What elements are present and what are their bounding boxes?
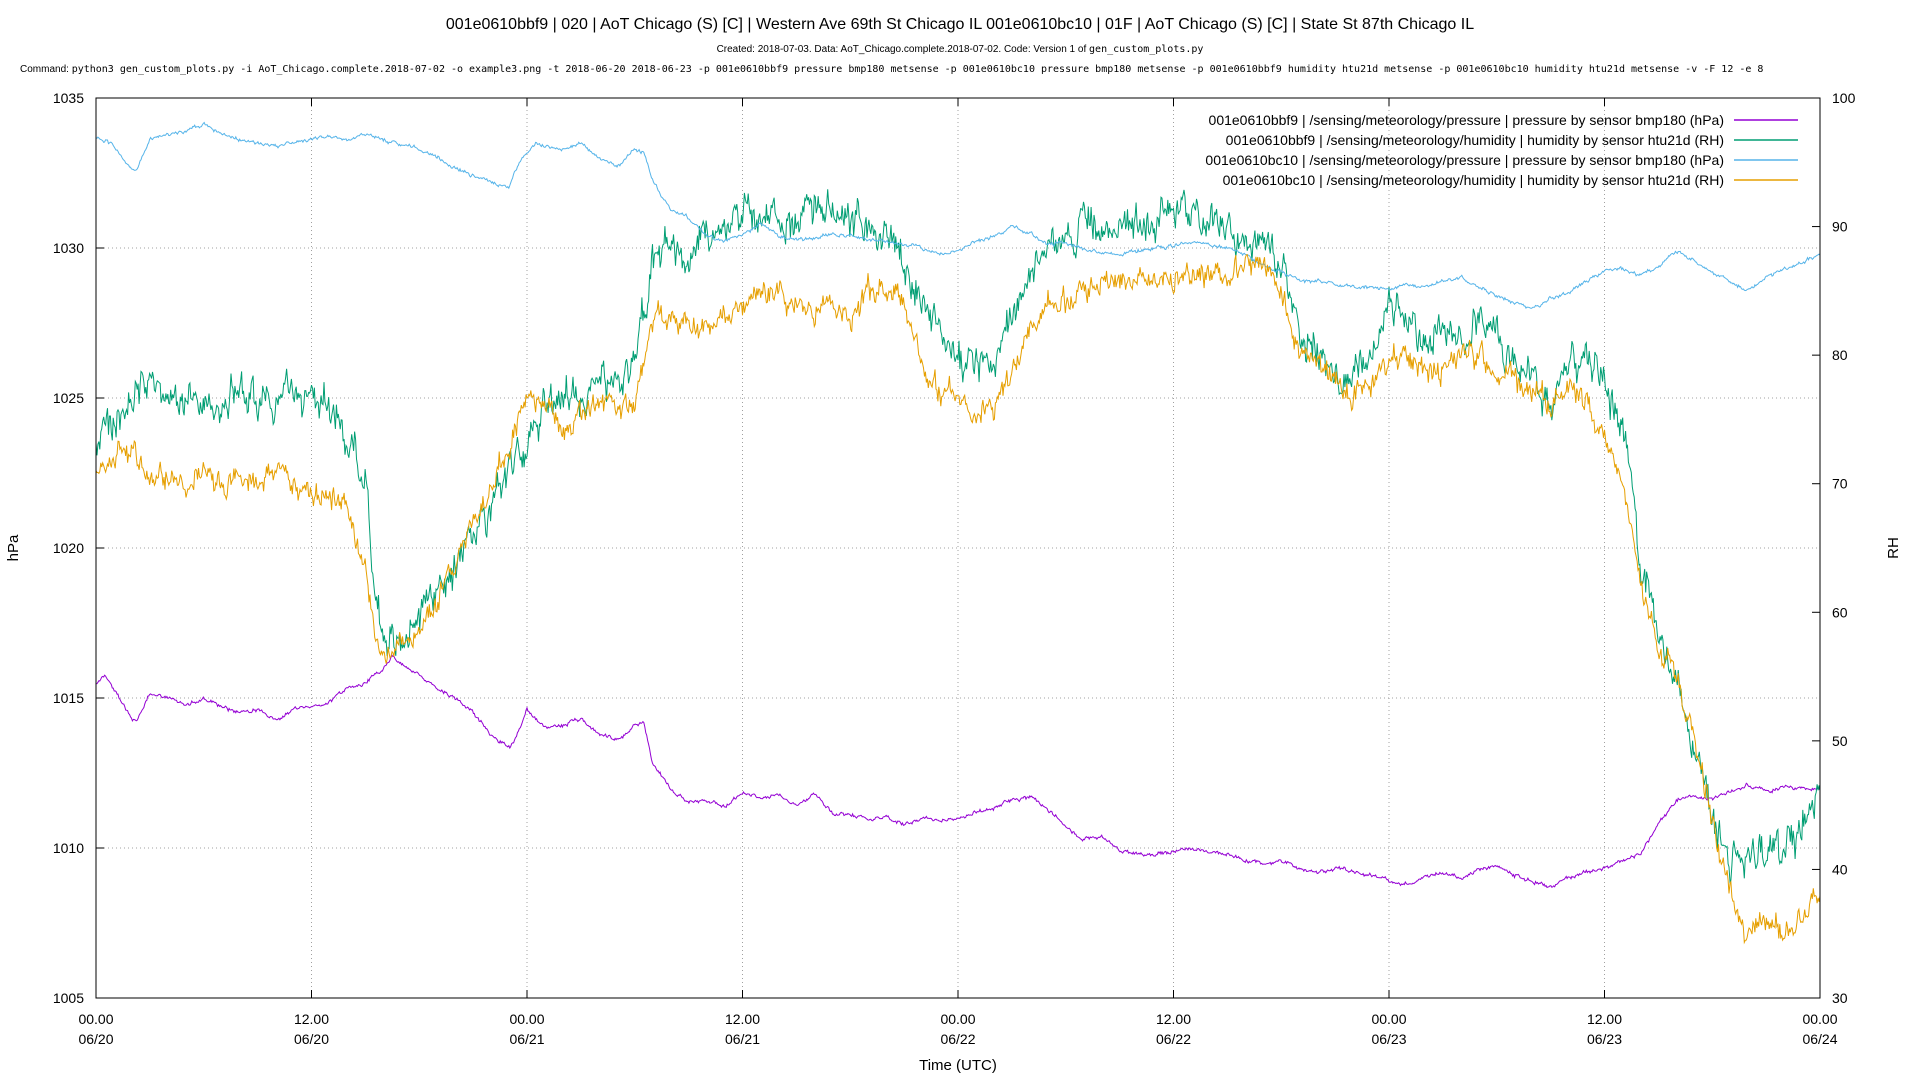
chart-title: 001e0610bbf9 | 020 | AoT Chicago (S) [C]…: [445, 16, 1475, 33]
legend: 001e0610bbf9 | /sensing/meteorology/pres…: [1205, 112, 1798, 188]
y-tick-label: 1015: [53, 690, 84, 706]
y2-tick-label: 90: [1832, 219, 1848, 235]
y2-tick-label: 70: [1832, 476, 1848, 492]
chart-subtitle: Created: 2018-07-03. Data: AoT_Chicago.c…: [0, 44, 1920, 55]
y2-tick-label: 60: [1832, 604, 1848, 620]
legend-label: 001e0610bc10 | /sensing/meteorology/pres…: [1205, 152, 1724, 168]
y-tick-label: 1025: [53, 390, 84, 406]
series-line-1: [95, 654, 1821, 889]
x-tick-label-date: 06/21: [725, 1031, 760, 1047]
x-tick-label-date: 06/20: [78, 1031, 113, 1047]
series-line-3: [95, 121, 1821, 309]
legend-label: 001e0610bbf9 | /sensing/meteorology/pres…: [1209, 112, 1724, 128]
x-tick-label-time: 00.00: [940, 1011, 975, 1027]
y2-tick-label: 50: [1832, 733, 1848, 749]
series-line-4: [95, 254, 1821, 945]
x-tick-label-date: 06/22: [1156, 1031, 1191, 1047]
x-tick-label-date: 06/20: [294, 1031, 329, 1047]
legend-label: 001e0610bc10 | /sensing/meteorology/humi…: [1223, 172, 1724, 188]
y-tick-label: 1005: [53, 990, 84, 1006]
y-tick-label: 1035: [53, 90, 84, 106]
y2-tick-label: 80: [1832, 347, 1848, 363]
series-line-2: [95, 189, 1821, 884]
series-layer: [95, 121, 1821, 945]
y2-tick-label: 30: [1832, 990, 1848, 1006]
x-tick-label-time: 12.00: [1587, 1011, 1622, 1027]
x-tick-label-time: 00.00: [1802, 1011, 1837, 1027]
command-line: Command: python3 gen_custom_plots.py -i …: [20, 64, 1763, 75]
y-tick-label: 1030: [53, 240, 84, 256]
x-tick-label-time: 00.00: [78, 1011, 113, 1027]
x-axis-label: Time (UTC): [919, 1057, 997, 1074]
command-text: python3 gen_custom_plots.py -i AoT_Chica…: [71, 64, 1764, 75]
x-tick-label-date: 06/23: [1587, 1031, 1622, 1047]
x-tick-label-time: 00.00: [1371, 1011, 1406, 1027]
x-tick-label-time: 12.00: [294, 1011, 329, 1027]
x-tick-label-date: 06/23: [1371, 1031, 1406, 1047]
x-tick-label-date: 06/21: [509, 1031, 544, 1047]
x-tick-label-time: 00.00: [509, 1011, 544, 1027]
y2-axis-label: RH: [1885, 537, 1902, 559]
x-tick-label-date: 06/24: [1802, 1031, 1837, 1047]
y-tick-label: 1020: [53, 540, 84, 556]
y-axis-label: hPa: [5, 534, 22, 561]
grid-lines: [96, 98, 1820, 998]
y-tick-label: 1010: [53, 840, 84, 856]
x-tick-label-time: 12.00: [725, 1011, 760, 1027]
axes: 1005 1010 1015 1020 1025 1030 1035 30 40 50 60 70 80…: [5, 90, 1902, 1074]
command-label: Command:: [20, 64, 69, 75]
legend-label: 001e0610bbf9 | /sensing/meteorology/humi…: [1226, 132, 1724, 148]
x-tick-label-time: 12.00: [1156, 1011, 1191, 1027]
subtitle-prefix: Created: 2018-07-03. Data: AoT_Chicago.c…: [716, 44, 1087, 55]
subtitle-code: gen_custom_plots.py: [1089, 44, 1204, 55]
y2-tick-label: 100: [1832, 90, 1856, 106]
x-tick-label-date: 06/22: [940, 1031, 975, 1047]
y2-tick-label: 40: [1832, 861, 1848, 877]
